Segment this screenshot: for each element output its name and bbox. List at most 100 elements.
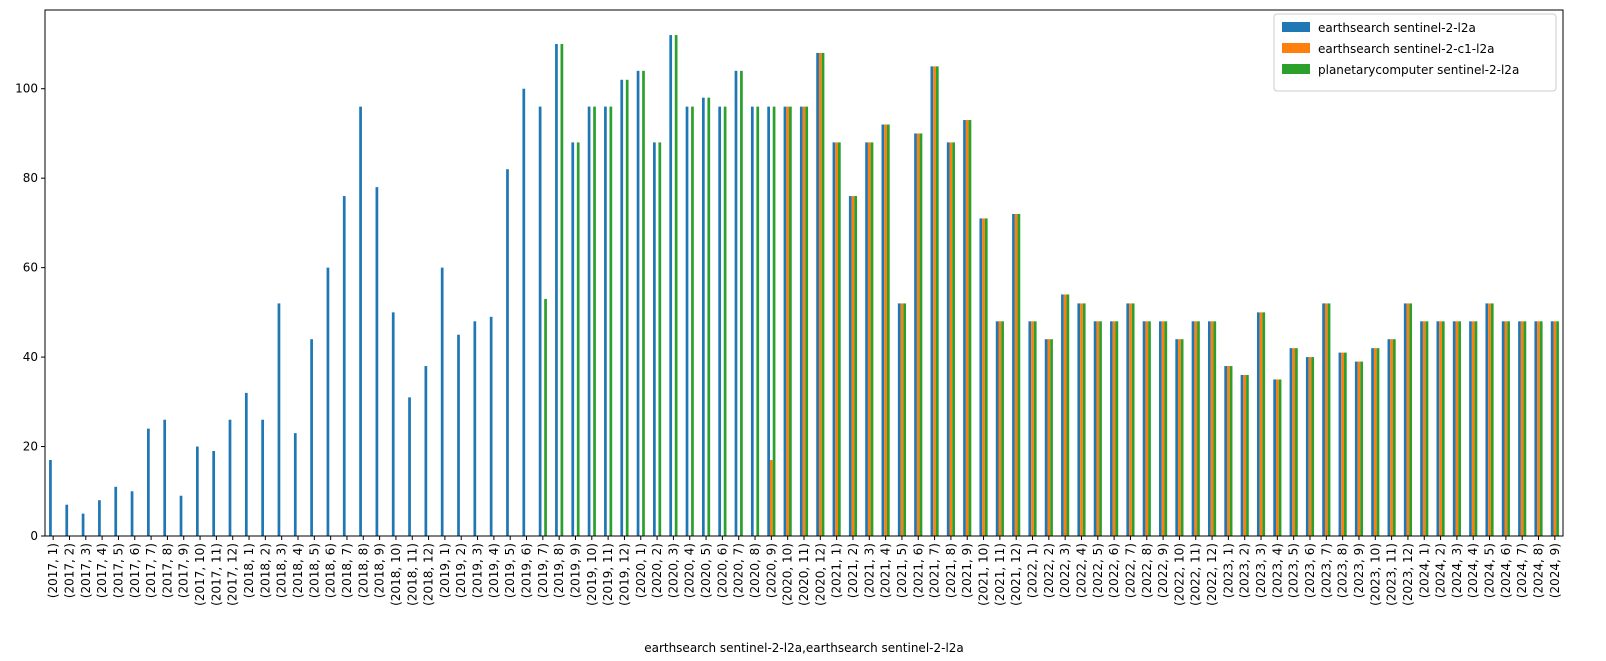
bar <box>1014 213 1018 537</box>
bar <box>867 142 871 536</box>
x-tick-label: (2021, 11) <box>993 543 1007 606</box>
legend-label: earthsearch sentinel-2-c1-l2a <box>1318 42 1494 56</box>
x-tick-label: (2017, 2) <box>62 543 76 598</box>
x-tick-label: (2024, 9) <box>1548 543 1562 598</box>
bar <box>1474 321 1478 536</box>
bar <box>1273 379 1276 536</box>
bar <box>1392 339 1396 536</box>
bar <box>952 142 955 536</box>
bar <box>1371 348 1374 536</box>
x-tick-label: (2023, 12) <box>1401 543 1415 606</box>
bar <box>1256 312 1260 536</box>
bar <box>1197 321 1200 536</box>
legend-swatch <box>1282 64 1310 74</box>
bar <box>718 106 722 536</box>
bar <box>1033 321 1037 536</box>
bar <box>440 267 444 536</box>
bar <box>916 133 920 536</box>
bar <box>1191 321 1195 536</box>
x-tick-label: (2024, 5) <box>1483 543 1497 598</box>
x-tick-label: (2022, 1) <box>1026 543 1040 598</box>
bar <box>1556 321 1559 536</box>
bar <box>147 428 150 536</box>
bar <box>1278 379 1282 536</box>
y-tick-label: 20 <box>23 440 38 454</box>
bar <box>604 106 607 536</box>
bar <box>1376 348 1380 536</box>
bar <box>555 43 558 537</box>
bar <box>544 298 547 536</box>
bar <box>1504 321 1508 536</box>
bar <box>408 397 411 536</box>
bar <box>1246 374 1249 536</box>
x-tick-label: (2017, 10) <box>193 543 207 606</box>
bar <box>1110 321 1113 536</box>
x-tick-label: (2022, 6) <box>1107 543 1121 598</box>
bar <box>1501 321 1505 536</box>
bar <box>1145 321 1149 536</box>
bar <box>1295 348 1298 536</box>
x-tick-label: (2020, 10) <box>781 543 795 606</box>
bar <box>587 106 591 536</box>
x-tick-label: (2022, 8) <box>1140 543 1154 598</box>
bar <box>1471 321 1475 536</box>
bar <box>835 142 839 536</box>
bar <box>949 142 953 536</box>
bar <box>1488 303 1491 536</box>
bar <box>49 459 52 536</box>
bar <box>310 339 313 536</box>
bar <box>1259 312 1263 536</box>
bar <box>1175 339 1179 536</box>
bar <box>98 500 101 536</box>
x-tick-label: (2021, 6) <box>911 543 925 598</box>
bar <box>1387 339 1391 536</box>
bar <box>489 316 493 536</box>
x-tick-label: (2018, 7) <box>340 543 354 598</box>
bar <box>1341 352 1345 536</box>
x-tick-label: (2020, 1) <box>634 543 648 598</box>
x-tick-label: (2017, 1) <box>46 543 60 598</box>
bar <box>734 70 738 537</box>
bar <box>130 491 134 536</box>
bar <box>1441 321 1445 536</box>
x-tick-label: (2021, 7) <box>928 543 942 598</box>
bar <box>1537 321 1540 536</box>
x-tick-label: (2018, 4) <box>291 543 305 598</box>
bar <box>1240 374 1244 536</box>
bar <box>653 142 656 536</box>
bar <box>1194 321 1198 536</box>
x-tick-label: (2023, 11) <box>1385 543 1399 606</box>
x-tick-label: (2017, 7) <box>144 543 158 598</box>
bar <box>1534 321 1538 536</box>
bar <box>1093 321 1097 536</box>
bar <box>1344 352 1347 536</box>
bar <box>457 334 460 536</box>
y-tick-label: 0 <box>30 529 38 543</box>
bar <box>963 120 966 536</box>
bar <box>818 52 822 536</box>
bar <box>1311 357 1315 536</box>
plot-frame <box>44 9 1564 537</box>
bar <box>576 142 580 536</box>
x-tick-label: (2019, 9) <box>568 543 582 598</box>
bar <box>228 419 232 536</box>
bar <box>506 169 509 536</box>
bar <box>965 120 969 536</box>
x-tick-label: (2017, 5) <box>111 543 125 598</box>
bar <box>1044 339 1048 536</box>
x-tick-label: (2024, 4) <box>1466 543 1480 598</box>
bar <box>636 70 640 537</box>
bar <box>1422 321 1426 536</box>
bar <box>571 142 575 536</box>
bar <box>802 106 806 536</box>
x-tick-label: (2022, 3) <box>1058 543 1072 598</box>
bar <box>326 267 330 536</box>
legend-swatch <box>1282 43 1310 53</box>
bar <box>1207 321 1211 536</box>
bar <box>1322 303 1325 536</box>
bar <box>854 196 858 536</box>
bar <box>261 419 264 536</box>
bar <box>1129 303 1132 536</box>
bar <box>609 106 613 536</box>
bar <box>375 187 379 537</box>
